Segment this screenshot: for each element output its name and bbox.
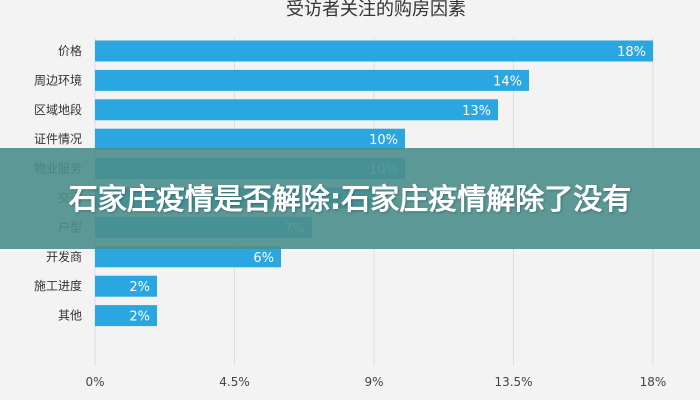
category-label: 区域地段: [34, 102, 82, 117]
category-label: 其他: [58, 309, 82, 323]
x-tick-labels: 0% 4.5% 9% 13.5% 18%: [85, 375, 666, 389]
x-tick-label: 9%: [364, 375, 383, 389]
bar: [95, 128, 405, 150]
bar: [95, 275, 157, 297]
chart-title: 受访者关注的购房因素: [286, 0, 466, 20]
bar: [95, 40, 653, 62]
x-tick-label: 18%: [640, 375, 667, 389]
bar: [95, 305, 157, 327]
x-tick-label: 4.5%: [219, 375, 250, 389]
bar-value-label: 13%: [462, 104, 491, 119]
bar-value-label: 6%: [253, 251, 274, 266]
category-label: 证件情况: [34, 132, 82, 146]
bar: [95, 246, 281, 268]
bar: [95, 69, 529, 91]
category-label: 施工进度: [34, 278, 82, 293]
bar: [95, 99, 498, 121]
bar-value-label: 14%: [493, 74, 522, 89]
bar-value-label: 18%: [617, 45, 646, 60]
bar-value-label: 2%: [129, 310, 150, 325]
title-banner: 石家庄疫情是否解除:石家庄疫情解除了没有: [0, 148, 700, 249]
category-label: 开发商: [46, 249, 82, 264]
banner-text: 石家庄疫情是否解除:石家庄疫情解除了没有: [68, 181, 632, 216]
bar-value-label: 2%: [129, 280, 150, 295]
x-tick-label: 0%: [85, 375, 104, 389]
bar-value-label: 10%: [369, 133, 398, 148]
category-label: 周边环境: [34, 72, 82, 87]
category-label: 价格: [58, 43, 82, 58]
x-tick-label: 13.5%: [494, 375, 532, 389]
